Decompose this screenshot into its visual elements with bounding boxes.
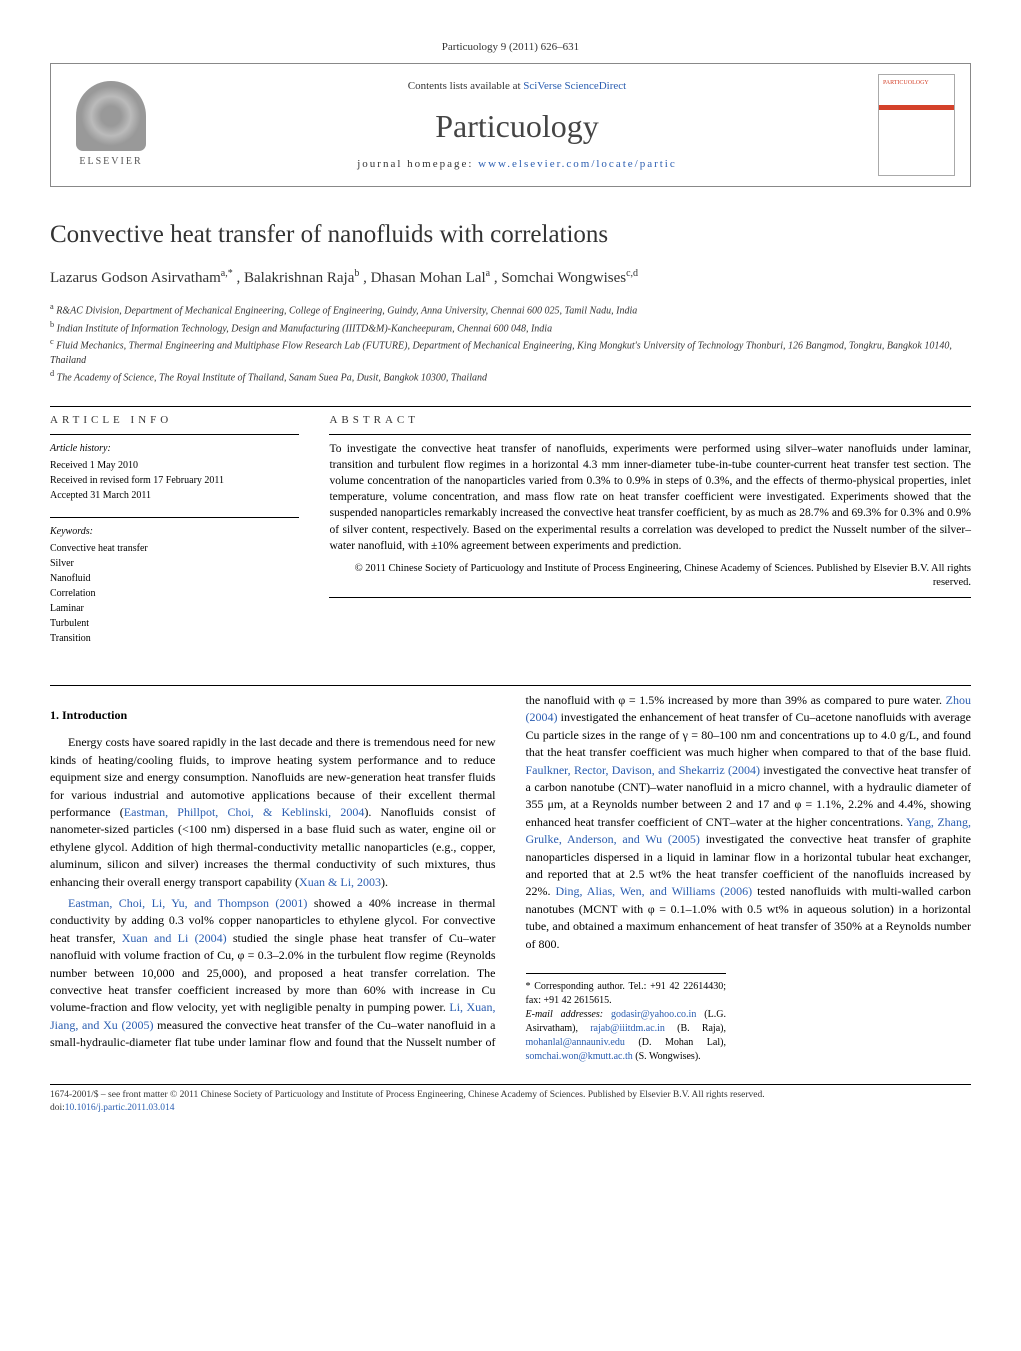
homepage-label: journal homepage: [357,158,478,170]
email-who: (B. Raja), [665,1023,726,1034]
divider [50,517,299,518]
author-1-sup: a,* [221,268,233,279]
accepted-date: Accepted 31 March 2011 [50,488,299,503]
contents-line: Contents lists available at SciVerse Sci… [156,79,878,94]
affiliation-b-text: Indian Institute of Information Technolo… [57,323,552,334]
abstract-text: To investigate the convective heat trans… [329,441,971,554]
keyword: Correlation [50,586,299,601]
affiliation-c: c Fluid Mechanics, Thermal Engineering a… [50,336,971,368]
divider [50,406,971,407]
sciencedirect-link[interactable]: SciVerse ScienceDirect [523,80,626,92]
journal-cover-thumbnail [878,74,955,176]
keyword: Silver [50,556,299,571]
ref-link[interactable]: Eastman, Choi, Li, Yu, and Thompson (200… [68,896,307,910]
author-3-sup: a [486,268,490,279]
divider [329,597,971,598]
journal-header-box: ELSEVIER Contents lists available at Sci… [50,63,971,187]
ref-link[interactable]: Ding, Alias, Wen, and Williams (2006) [555,884,752,898]
email-addresses: E-mail addresses: godasir@yahoo.co.in (L… [526,1008,726,1064]
contents-text: Contents lists available at [408,80,523,92]
doi-link[interactable]: 10.1016/j.partic.2011.03.014 [65,1103,175,1113]
divider [329,434,971,435]
author-2-sup: b [354,268,359,279]
doi-label: doi: [50,1103,65,1113]
author-2: , Balakrishnan Raja [237,270,355,286]
email-who: (D. Mohan Lal), [625,1037,726,1048]
author-1: Lazarus Godson Asirvatham [50,270,221,286]
para-1: Energy costs have soared rapidly in the … [50,734,496,891]
keyword: Laminar [50,601,299,616]
ref-link[interactable]: Eastman, Phillpot, Choi, & Keblinski, 20… [124,805,365,819]
journal-homepage: journal homepage: www.elsevier.com/locat… [156,157,878,172]
affiliation-d: d The Academy of Science, The Royal Inst… [50,368,971,385]
received-date: Received 1 May 2010 [50,458,299,473]
journal-name: Particuology [156,104,878,149]
section-1-heading: 1. Introduction [50,707,496,724]
footer-text: 1674-2001/$ – see front matter © 2011 Ch… [50,1090,765,1100]
keyword: Convective heat transfer [50,541,299,556]
revised-date: Received in revised form 17 February 201… [50,473,299,488]
article-title: Convective heat transfer of nanofluids w… [50,217,971,252]
article-info-label: ARTICLE INFO [50,413,299,428]
keyword: Nanofluid [50,571,299,586]
keywords-heading: Keywords: [50,524,299,539]
body-two-column: 1. Introduction Energy costs have soared… [50,692,971,1064]
ref-link[interactable]: Xuan & Li, 2003 [299,875,381,889]
keyword: Transition [50,631,299,646]
elsevier-logo: ELSEVIER [66,75,156,175]
email-link[interactable]: rajab@iiitdm.ac.in [590,1023,665,1034]
para-1-text-c: ). [381,875,388,889]
journal-center: Contents lists available at SciVerse Sci… [156,79,878,173]
email-label: E-mail addresses: [526,1009,612,1020]
info-abstract-row: ARTICLE INFO Article history: Received 1… [50,413,971,660]
affiliation-d-text: The Academy of Science, The Royal Instit… [57,373,487,384]
author-4: , Somchai Wongwises [494,270,626,286]
affiliation-a-text: R&AC Division, Department of Mechanical … [56,306,637,317]
email-link[interactable]: somchai.won@kmutt.ac.th [526,1051,633,1062]
divider [50,434,299,435]
keywords-block: Keywords: Convective heat transfer Silve… [50,524,299,646]
para-3-text-c: investigated the enhancement of heat tra… [526,710,972,759]
abstract-label: ABSTRACT [329,413,971,428]
corresponding-author: * Corresponding author. Tel.: +91 42 226… [526,980,726,1008]
abstract-copyright: © 2011 Chinese Society of Particuology a… [329,562,971,591]
homepage-link[interactable]: www.elsevier.com/locate/partic [478,158,677,170]
affiliations: a R&AC Division, Department of Mechanica… [50,301,971,385]
abstract-col: ABSTRACT To investigate the convective h… [329,413,971,660]
history-heading: Article history: [50,441,299,456]
author-3: , Dhasan Mohan Lal [363,270,485,286]
email-who: (S. Wongwises). [633,1051,701,1062]
elsevier-label: ELSEVIER [79,155,142,169]
header-citation: Particuology 9 (2011) 626–631 [50,40,971,55]
article-history: Article history: Received 1 May 2010 Rec… [50,441,299,503]
authors-line: Lazarus Godson Asirvathama,* , Balakrish… [50,267,971,289]
ref-link[interactable]: Faulkner, Rector, Davison, and Shekarriz… [526,763,760,777]
article-info-col: ARTICLE INFO Article history: Received 1… [50,413,299,660]
corresponding-footnote: * Corresponding author. Tel.: +91 42 226… [526,973,726,1064]
affiliation-c-text: Fluid Mechanics, Thermal Engineering and… [50,340,952,366]
keyword: Turbulent [50,616,299,631]
email-link[interactable]: mohanlal@annauniv.edu [526,1037,625,1048]
ref-link[interactable]: Xuan and Li (2004) [122,931,227,945]
email-link[interactable]: godasir@yahoo.co.in [611,1009,696,1020]
affiliation-b: b Indian Institute of Information Techno… [50,319,971,336]
elsevier-tree-icon [76,81,146,151]
divider [50,685,971,686]
author-4-sup: c,d [626,268,638,279]
affiliation-a: a R&AC Division, Department of Mechanica… [50,301,971,318]
footer-copyright: 1674-2001/$ – see front matter © 2011 Ch… [50,1084,971,1116]
